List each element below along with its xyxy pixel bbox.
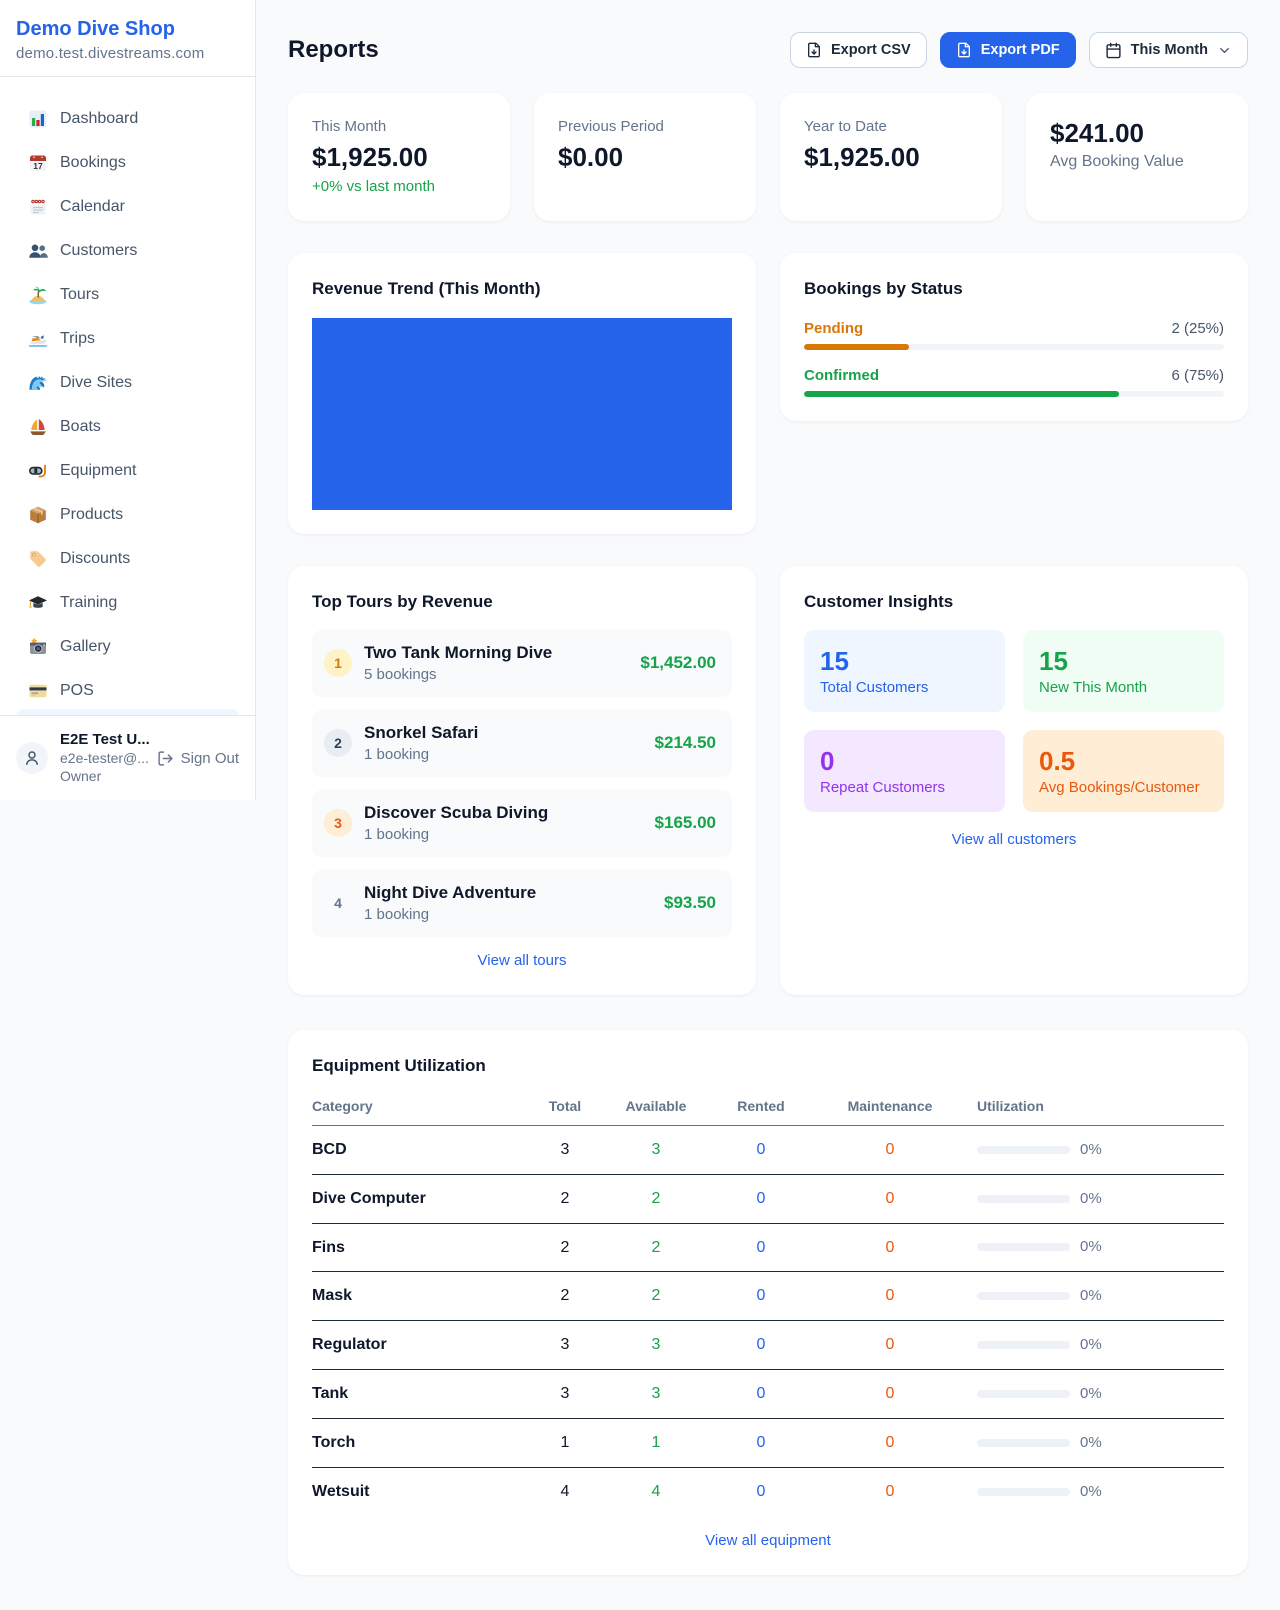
svg-text:17: 17 [33, 161, 43, 171]
